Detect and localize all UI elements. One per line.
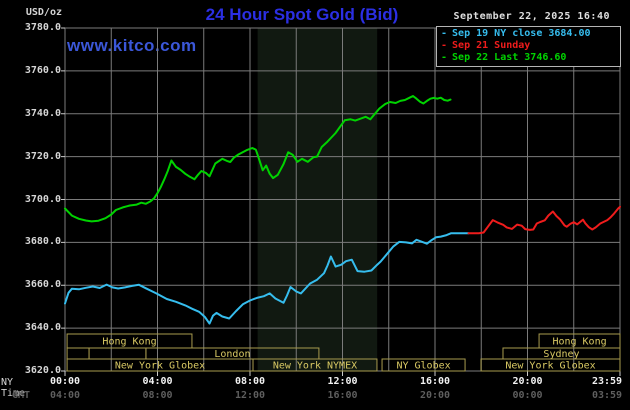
chart-datetime: September 22, 2025 16:40 (453, 11, 610, 22)
series-line-sep21 (467, 205, 621, 235)
gmt-axis-label: GMT (11, 390, 31, 401)
chart-title: 24 Hour Spot Gold (Bid) (205, 5, 399, 24)
ny-time-tick-label: 08:00 (234, 376, 266, 387)
session-label: NY Globex (396, 361, 450, 372)
legend-item-sep21: - Sep 21 Sunday (441, 40, 620, 52)
ny-time-tick-label: 04:00 (142, 376, 173, 387)
ny-time-tick-label: 16:00 (419, 376, 451, 387)
session-box (66, 347, 90, 360)
gmt-tick-label: 00:00 (512, 390, 543, 401)
y-axis-tick-label: 3640.0 (24, 322, 61, 334)
y-axis-tick-label: 3740.0 (24, 107, 61, 119)
session-label: New York NYMEX (273, 361, 357, 372)
legend-label: Sep 21 Sunday (452, 40, 531, 51)
session-label: New York Globex (115, 361, 205, 372)
gmt-tick-label: 20:00 (419, 390, 451, 401)
legend-dash-icon: - (441, 28, 448, 39)
gmt-tick-label: 03:59 (591, 390, 623, 401)
ny-time-tick-label: 20:00 (512, 376, 543, 387)
y-axis-tick-label: 3760.0 (24, 64, 61, 76)
session-box (88, 347, 147, 360)
kitco-watermark-link[interactable]: www.kitco.com (67, 36, 197, 55)
y-axis-tick-label: 3680.0 (24, 236, 61, 248)
ny-time-tick-label: 23:59 (591, 376, 623, 387)
session-label: Hong Kong (102, 337, 156, 348)
session-label: Hong Kong (552, 337, 606, 348)
session-box (381, 358, 466, 372)
legend-box: - Sep 19 NY close 3684.00 - Sep 21 Sunday … (436, 26, 621, 67)
session-label: London (214, 349, 250, 360)
session-box (252, 358, 378, 372)
session-label: New York Globex (505, 361, 595, 372)
legend-item-sep22: - Sep 22 Last 3746.60 (441, 52, 620, 64)
y-axis-tick-label: 3780.0 (24, 22, 61, 33)
ny-time-tick-label: 12:00 (327, 376, 358, 387)
session-box (480, 358, 621, 372)
legend-label: Sep 22 Last 3746.60 (452, 52, 567, 63)
legend-item-sep19: - Sep 19 NY close 3684.00 (441, 28, 620, 40)
y-axis-tick-label: 3700.0 (24, 193, 61, 205)
series-line-sep19 (64, 232, 470, 325)
gmt-tick-label: 12:00 (234, 390, 266, 401)
gmt-tick-label: 16:00 (327, 390, 358, 401)
legend-label: Sep 19 NY close 3684.00 (452, 28, 591, 39)
gmt-tick-label: 04:00 (49, 390, 81, 401)
y-axis-tick-label: 3620.0 (24, 365, 61, 376)
ny-time-tick-label: 00:00 (49, 376, 81, 387)
legend-dash-icon: - (441, 40, 448, 51)
y-axis-units-label: USD/oz (25, 7, 62, 18)
session-label: Sydney (543, 349, 579, 360)
ny-time-axis-label: NY Time (1, 377, 26, 399)
series-line-sep22 (64, 95, 452, 223)
gmt-tick-label: 08:00 (142, 390, 173, 401)
legend-dash-icon: - (441, 52, 448, 63)
y-axis-tick-label: 3720.0 (24, 150, 61, 162)
y-axis-tick-label: 3660.0 (24, 279, 61, 291)
